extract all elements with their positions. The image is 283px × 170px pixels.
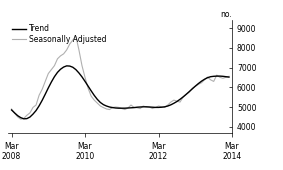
Text: no.: no. — [220, 10, 232, 19]
Legend: Trend, Seasonally Adjusted: Trend, Seasonally Adjusted — [12, 24, 107, 44]
